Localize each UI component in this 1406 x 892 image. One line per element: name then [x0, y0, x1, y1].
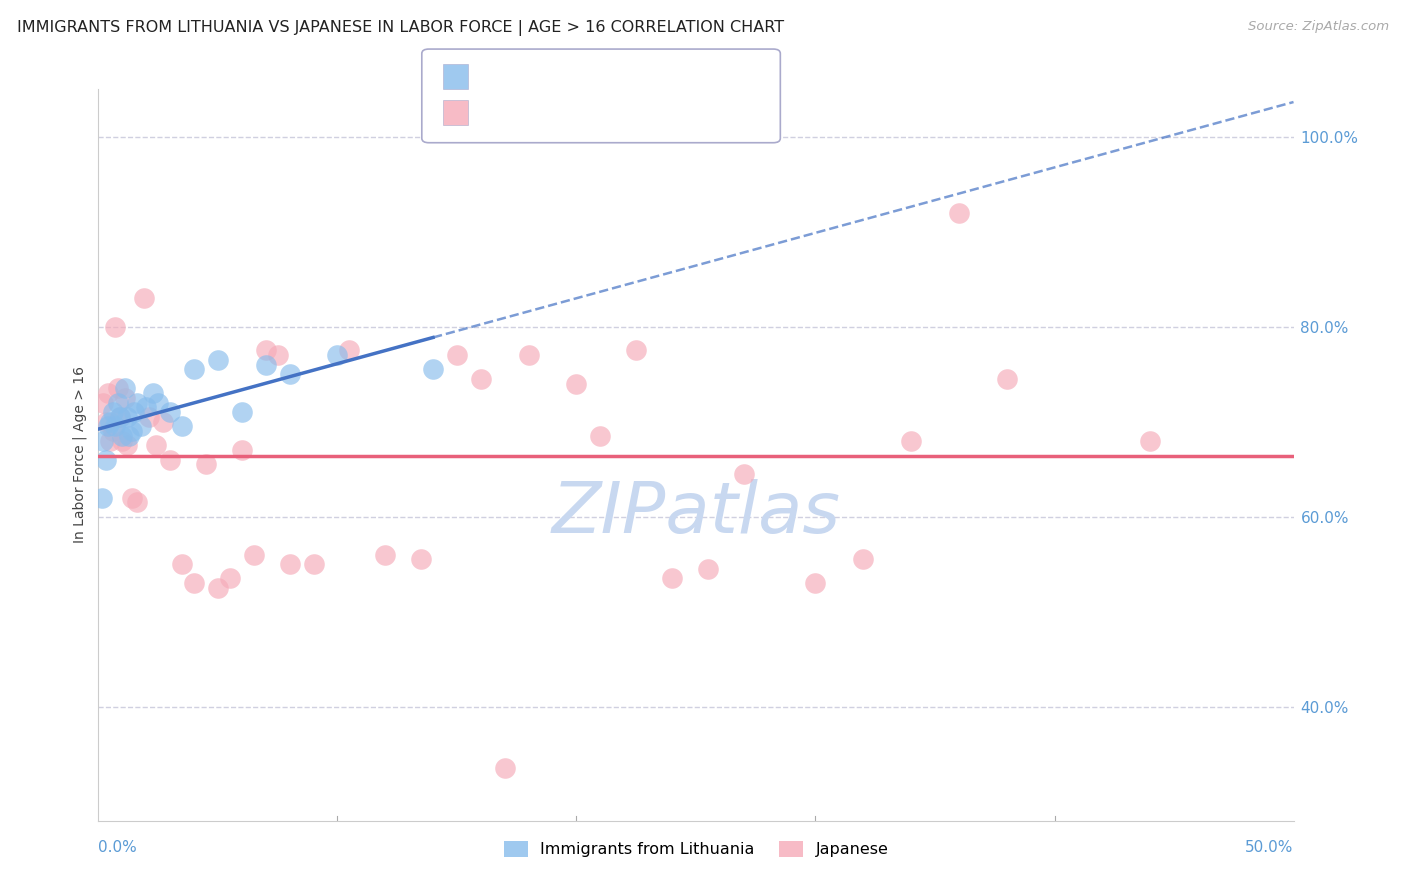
Point [101, 405, 124, 419]
Point [159, 452, 181, 467]
Point [254, 343, 277, 358]
Point [183, 576, 205, 591]
Point [114, 381, 136, 395]
Point [422, 362, 444, 376]
Point [517, 348, 540, 362]
Point [195, 458, 218, 472]
Point [804, 576, 827, 591]
Point [207, 353, 229, 368]
Point [152, 415, 174, 429]
Point [97, 419, 120, 434]
Point [132, 291, 155, 305]
Point [98, 415, 122, 429]
Point [91, 395, 114, 409]
Text: N = 29: N = 29 [598, 70, 658, 84]
Point [159, 405, 181, 419]
Point [589, 429, 612, 443]
Point [101, 424, 124, 438]
Point [207, 581, 229, 595]
Point [470, 372, 492, 386]
Point [661, 571, 683, 585]
Point [626, 343, 648, 358]
Point [374, 548, 396, 562]
Point [98, 434, 122, 448]
Point [852, 552, 875, 566]
Point [172, 557, 194, 571]
Point [148, 395, 170, 409]
Text: IMMIGRANTS FROM LITHUANIA VS JAPANESE IN LABOR FORCE | AGE > 16 CORRELATION CHAR: IMMIGRANTS FROM LITHUANIA VS JAPANESE IN… [17, 20, 785, 36]
Point [697, 562, 720, 576]
Point [107, 381, 129, 395]
Point [115, 438, 138, 452]
Point [125, 495, 148, 509]
Point [91, 491, 114, 505]
Point [111, 434, 134, 448]
Point [339, 343, 361, 358]
Point [108, 409, 131, 424]
Point [114, 391, 136, 405]
Point [145, 438, 167, 452]
Point [104, 419, 127, 434]
Point [183, 362, 205, 376]
Point [267, 348, 290, 362]
Text: 50.0%: 50.0% [1246, 839, 1294, 855]
Point [121, 491, 143, 505]
Point [94, 415, 117, 429]
Point [446, 348, 468, 362]
Point [115, 409, 138, 424]
Point [565, 376, 588, 391]
Point [124, 405, 146, 419]
Point [125, 395, 148, 409]
Text: 0.0%: 0.0% [98, 839, 138, 855]
Point [302, 557, 325, 571]
Point [326, 348, 349, 362]
Text: R =: R = [478, 104, 508, 119]
Point [278, 367, 301, 381]
Point [219, 571, 242, 585]
Point [172, 419, 194, 434]
Y-axis label: In Labor Force | Age > 16: In Labor Force | Age > 16 [73, 367, 87, 543]
Text: ZIPatlas: ZIPatlas [551, 479, 841, 548]
Point [111, 429, 134, 443]
Point [411, 552, 433, 566]
Point [118, 429, 141, 443]
Text: R =: R = [478, 70, 508, 84]
Point [494, 761, 516, 775]
Point [138, 409, 160, 424]
Point [231, 405, 253, 419]
Legend: Immigrants from Lithuania, Japanese: Immigrants from Lithuania, Japanese [498, 835, 894, 863]
Point [94, 452, 117, 467]
Point [142, 386, 165, 401]
Point [91, 434, 114, 448]
Point [121, 424, 143, 438]
Text: -0.000: -0.000 [524, 104, 582, 119]
Point [108, 409, 131, 424]
Point [900, 434, 922, 448]
Point [131, 419, 153, 434]
Point [231, 443, 253, 458]
Point [1139, 434, 1161, 448]
Text: 0.429: 0.429 [524, 70, 575, 84]
Text: Source: ZipAtlas.com: Source: ZipAtlas.com [1249, 20, 1389, 33]
Point [107, 395, 129, 409]
Point [104, 319, 127, 334]
Point [278, 557, 301, 571]
Point [254, 358, 277, 372]
Point [135, 401, 157, 415]
Point [97, 386, 120, 401]
Point [243, 548, 266, 562]
Point [995, 372, 1018, 386]
Point [733, 467, 755, 481]
Point [948, 205, 970, 219]
Text: N = 48: N = 48 [598, 104, 658, 119]
